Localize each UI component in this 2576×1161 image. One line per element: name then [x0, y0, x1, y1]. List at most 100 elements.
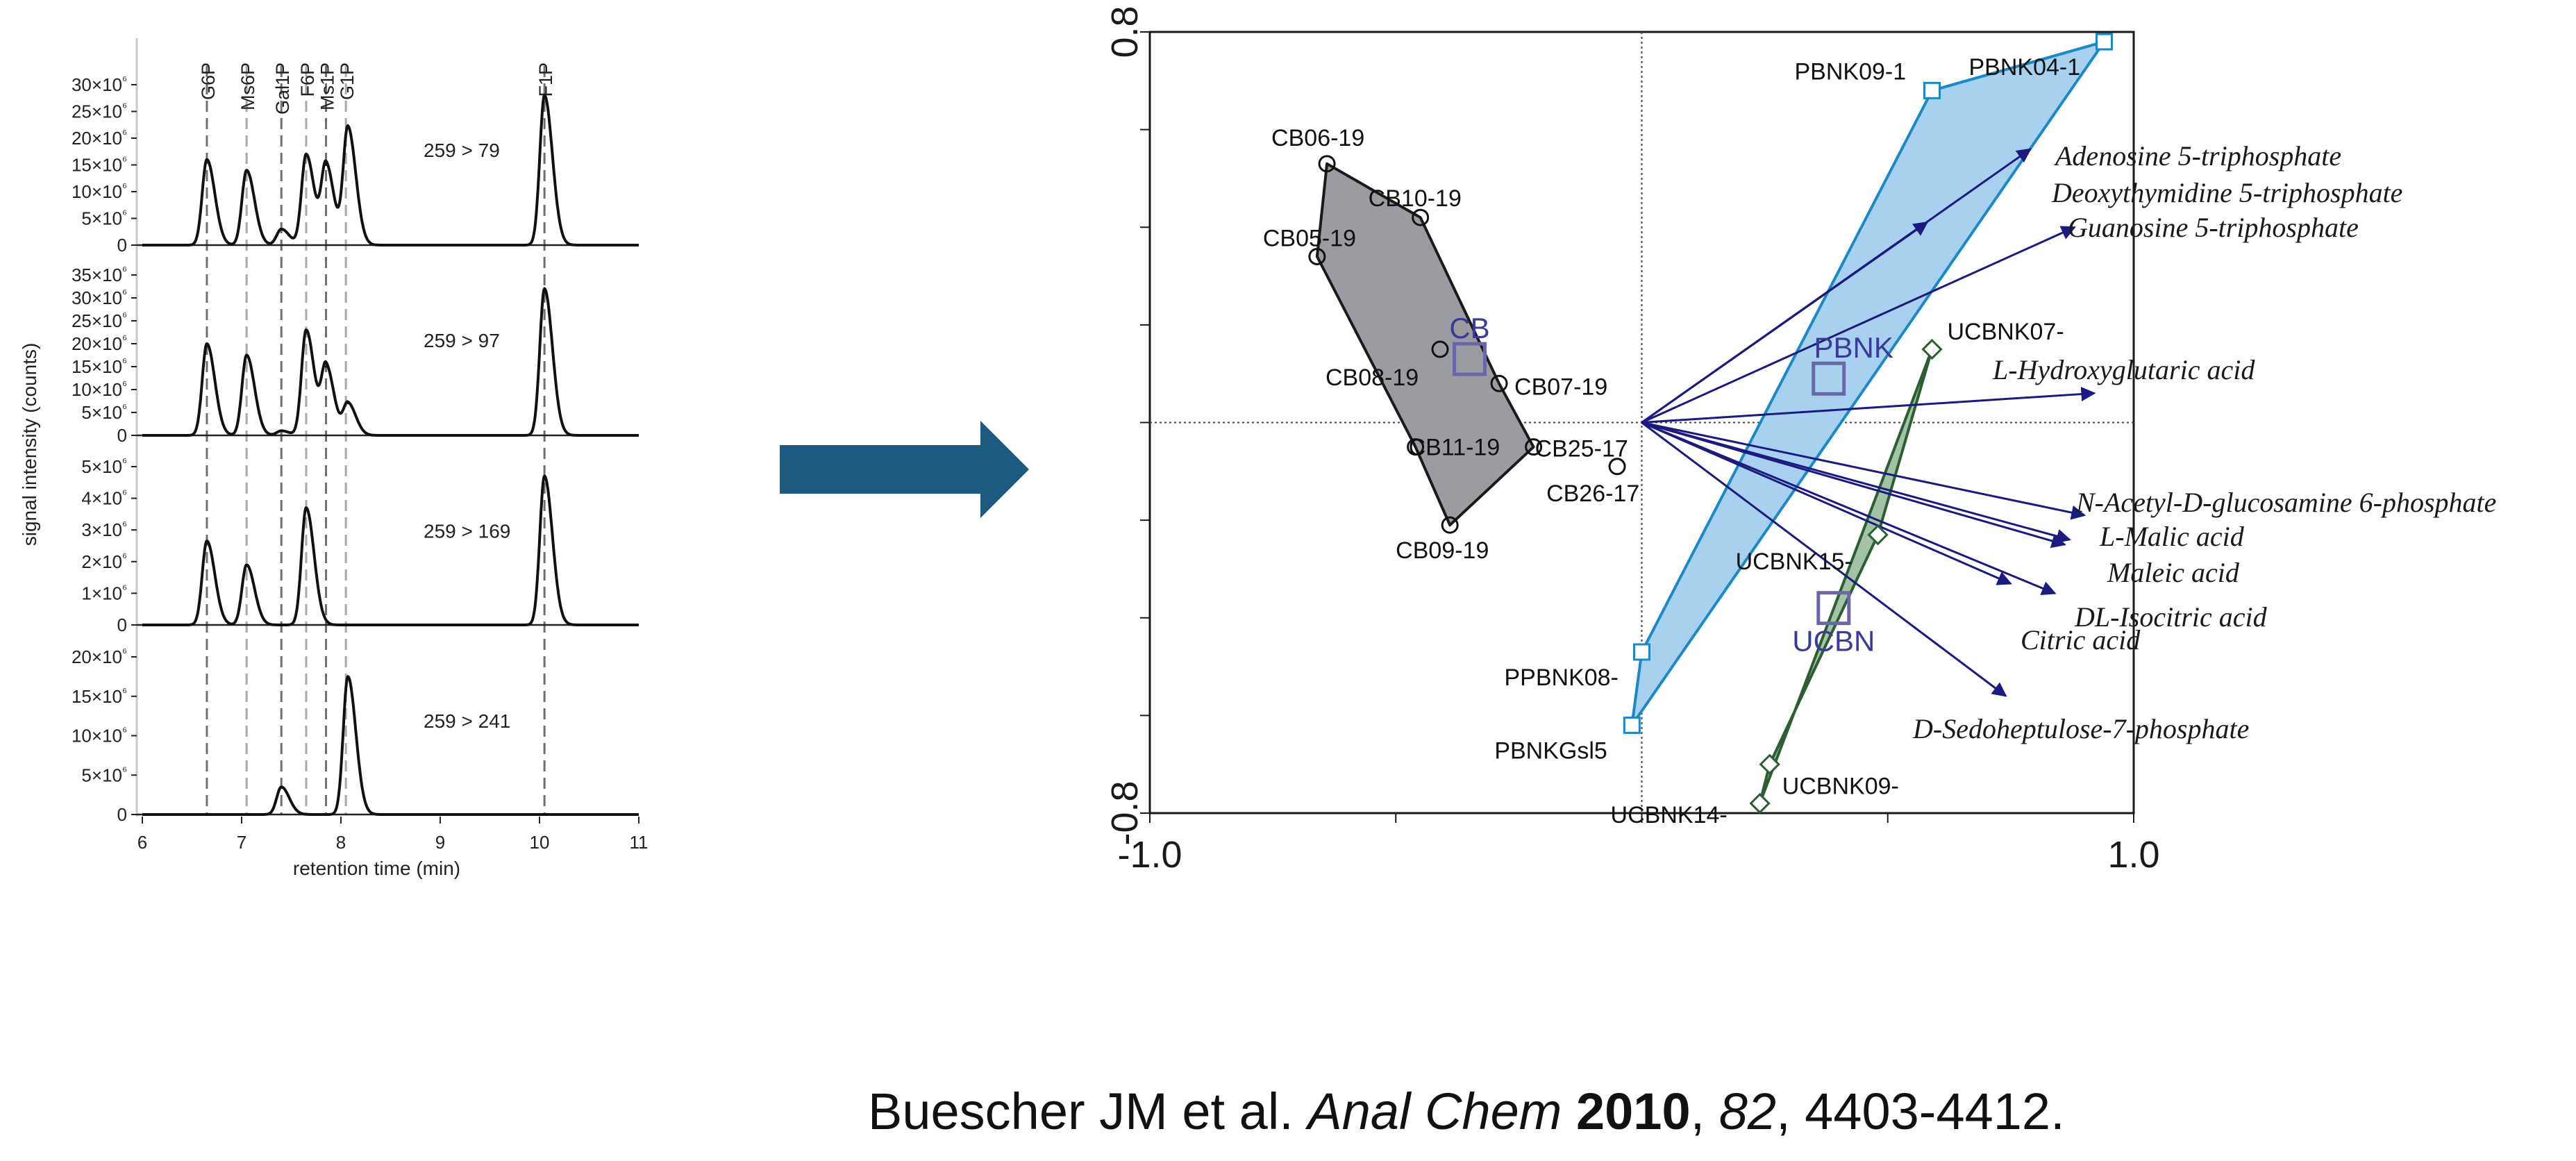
point-cb25-17: [1525, 438, 1543, 456]
point-label-cb06-19: CB06-19: [1271, 125, 1364, 151]
vector-label-l-malic-acid: L-Malic acid: [2099, 521, 2245, 552]
point-ucbnk15: [1867, 524, 1889, 546]
right-arrow: [780, 421, 1029, 518]
panel-1-trace: [142, 93, 639, 247]
centroid-pbnk: [1812, 361, 1846, 396]
point-label-cb09-19: CB09-19: [1396, 537, 1489, 564]
panel-2-y-tick-label: 15×10⁶: [72, 356, 127, 377]
right-arrow-shape: [780, 421, 1029, 518]
point-label-ucbnk14: UCBNK14-: [1611, 802, 1728, 828]
point-ucbnk14: [1749, 792, 1771, 815]
point-label-pbnk04-1: PBNK04-1: [1968, 54, 2080, 81]
point-cb09-19: [1441, 516, 1459, 534]
point-label-ucbnk15: UCBNK15-: [1736, 549, 1852, 575]
panel-2-peak: [325, 365, 328, 368]
x-tick-label: 10: [530, 832, 550, 853]
panel-2-y-tick-label: 30×10⁶: [72, 287, 127, 308]
panel-4-transition: 259 > 241: [424, 710, 510, 732]
citation-pages: , 4403-4412.: [1776, 1083, 2065, 1140]
panel-2-y-tick-label: 10×10⁶: [72, 378, 127, 400]
panel-2-peak: [206, 342, 208, 345]
point-cb11-19: [1407, 438, 1425, 456]
panel-1-y-tick-label: 15×10⁶: [72, 154, 127, 176]
point-label-cb07-19: CB07-19: [1514, 374, 1607, 400]
panel-1-y-tick-label: 25×10⁶: [72, 101, 127, 122]
vector-d-sedoheptulose-7-phosphate: [1641, 421, 2007, 697]
pca-biplot-chart: -1.0 1.0 0.8 -0.8 CB06-19 CB10-19 CB05-19 CB08-…: [1104, 6, 2496, 876]
vector-deoxythymidine-5-triphosphate: [1641, 221, 1929, 424]
panel-2-peak: [280, 429, 283, 432]
y-tick-label: -0.8: [1104, 780, 1146, 845]
panel-2-peak: [245, 354, 248, 356]
panel-1-y-tick-label: 0: [117, 235, 127, 256]
vector-label-guanosine-5-triphosphate: Guanosine 5-triphosphate: [2068, 212, 2359, 243]
peak-label-f1p: F1P: [535, 62, 556, 97]
y-tick-label: 0.8: [1104, 6, 1146, 58]
peak-label-g6p: G6P: [198, 62, 219, 100]
panel-1-peak: [280, 228, 283, 231]
peak-label-ms6p: Ms6P: [237, 62, 258, 110]
panel-2-y-tick-label: 25×10⁶: [72, 310, 127, 331]
point-pbnk04-1: [2095, 33, 2113, 51]
y-axis-label: signal intensity (counts): [19, 343, 40, 546]
point-label-cb05-19: CB05-19: [1263, 225, 1356, 251]
panel-2-y-tick-label: 20×10⁶: [72, 333, 127, 354]
panel-3-y-tick-label: 0: [117, 615, 127, 635]
point-label-cb10-19: CB10-19: [1369, 185, 1462, 212]
citation-authors: Buescher JM et al.: [868, 1083, 1308, 1140]
peak-label-gal1p: Gal1P: [272, 62, 293, 115]
panel-2-transition: 259 > 97: [424, 330, 500, 351]
panel-4-y-tick-label: 5×10⁶: [81, 764, 127, 785]
vector-dl-isocitric-acid: [1641, 421, 2057, 596]
x-tick-label: 8: [336, 832, 346, 853]
panel-3-y-tick-label: 4×10⁶: [81, 487, 127, 509]
point-label-cb25-17: CB25-17: [1535, 436, 1628, 462]
vector-guanosine-5-triphosphate: [1641, 226, 2076, 424]
panel-3-peak: [543, 475, 546, 478]
panel-1-peak: [346, 126, 349, 129]
point-pbnkgsl5: [1623, 716, 1641, 734]
x-tick-label: 7: [237, 832, 246, 853]
panel-4-y-tick-label: 0: [117, 804, 127, 825]
panel-3-peak: [206, 540, 208, 542]
panel-2-peak: [543, 287, 546, 290]
vector-label-n-acetyl-d-glucosamine-6-phosphate: N-Acetyl-D-glucosamine 6-phosphate: [2075, 487, 2496, 518]
panel-3-y-tick-label: 1×10⁶: [81, 582, 127, 603]
panel-2-peak: [346, 402, 349, 405]
panel-1-transition: 259 > 79: [424, 140, 500, 161]
group-label-cb: CB: [1449, 312, 1489, 344]
citation-year: 2010: [1576, 1083, 1691, 1140]
vector-l-hydroxyglutaric-acid: [1641, 387, 2096, 424]
point-ppbnk08: [1633, 643, 1650, 661]
vector-label-l-hydroxyglutaric-acid: L-Hydroxyglutaric acid: [1992, 354, 2255, 385]
point-pbnk09-1: [1923, 81, 1941, 99]
panel-3-y-tick-label: 5×10⁶: [81, 456, 127, 477]
panel-1-peak: [325, 164, 328, 166]
x-tick-label: 1.0: [2107, 834, 2159, 876]
point-ucbnk09: [1759, 753, 1780, 775]
point-cb07-19: [1490, 374, 1508, 392]
panel-1-y-tick-label: 10×10⁶: [72, 181, 127, 202]
point-cb10-19: [1412, 208, 1430, 226]
citation: Buescher JM et al. Anal Chem 2010, 82, 4…: [868, 1083, 2065, 1140]
panel-2-trace: [142, 287, 639, 437]
x-tick-label: 9: [435, 832, 445, 853]
panel-4-peak: [346, 675, 349, 678]
peak-label-g1p: G1P: [337, 62, 358, 100]
vector-label-citric-acid: Citric acid: [2021, 624, 2141, 655]
panel-3-trace: [142, 474, 639, 626]
panel-2-y-tick-label: 35×10⁶: [72, 264, 127, 285]
panel-1-y-tick-label: 5×10⁶: [81, 208, 127, 229]
point-label-ppbnk08: PPBNK08-: [1505, 665, 1619, 691]
panel-3-y-tick-label: 2×10⁶: [81, 551, 127, 572]
panel-3-peak: [245, 563, 248, 566]
vector-n-acetyl-d-glucosamine-6-phosphate: [1641, 421, 2086, 520]
panel-1-peak: [245, 169, 248, 172]
point-label-pbnk09-1: PBNK09-1: [1795, 58, 1907, 85]
point-cb08-19: [1431, 340, 1449, 358]
panel-1-y-tick-label: 20×10⁶: [72, 127, 127, 149]
panel-4-y-tick-label: 20×10⁶: [72, 646, 127, 667]
panel-1-peak: [543, 94, 546, 97]
